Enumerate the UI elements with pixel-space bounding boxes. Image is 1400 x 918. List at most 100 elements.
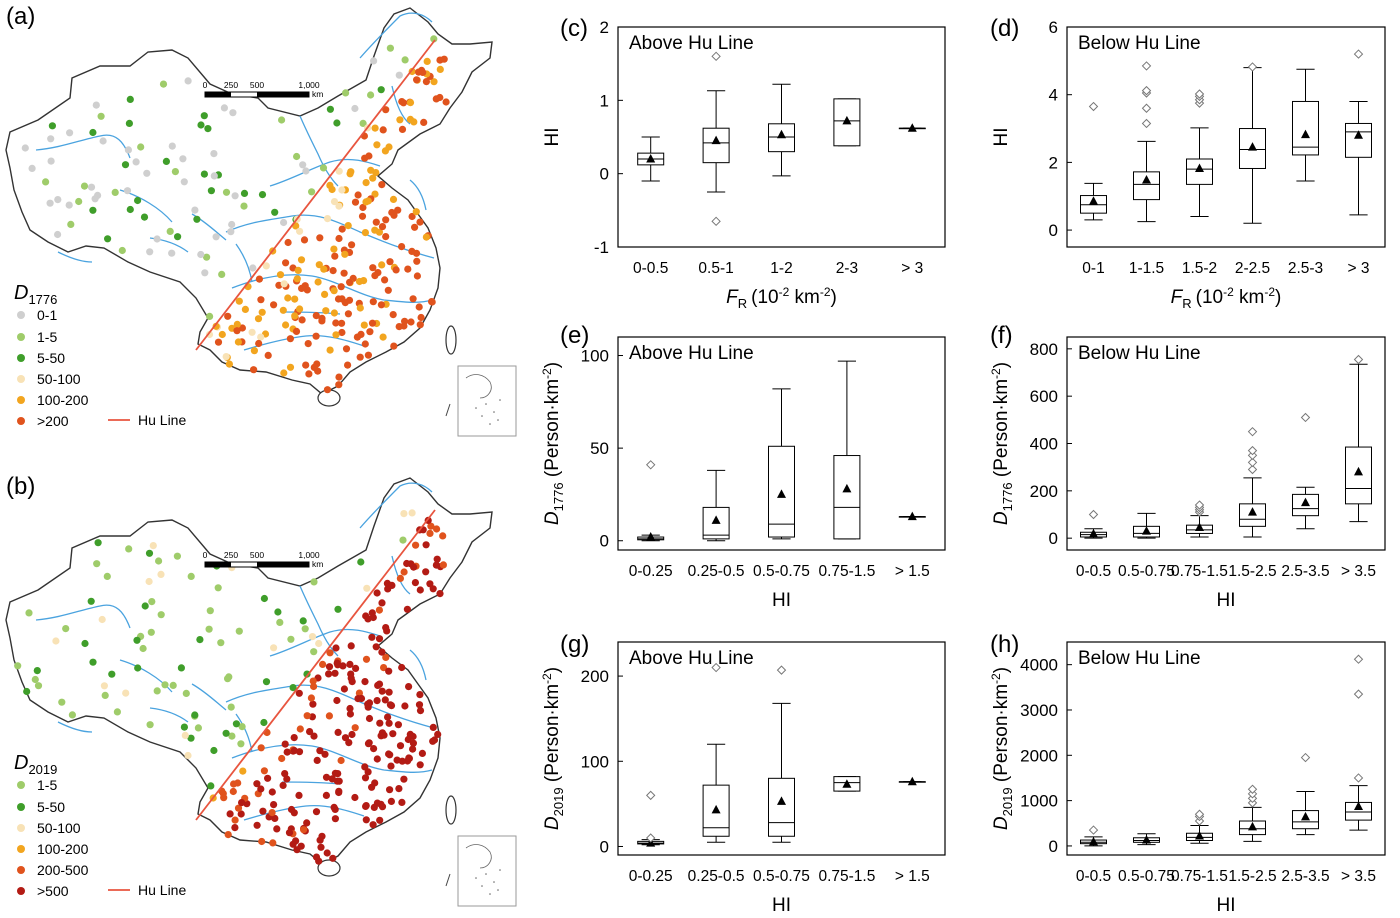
station-point <box>355 689 363 697</box>
station-point <box>238 324 246 332</box>
legend-swatch <box>17 866 25 874</box>
scale-bar-label: 1,000 <box>298 80 320 90</box>
station-point <box>433 525 441 533</box>
mean-marker <box>1301 497 1310 507</box>
outlier-point <box>1088 101 1099 112</box>
station-point <box>197 250 205 259</box>
station-point <box>294 266 302 274</box>
station-point <box>93 560 101 568</box>
station-point <box>249 264 257 272</box>
legend-swatch <box>17 803 25 811</box>
station-point <box>280 218 288 227</box>
station-point <box>351 793 359 802</box>
y-axis-close: ) <box>542 667 563 673</box>
station-point <box>373 755 381 763</box>
station-point <box>222 353 230 361</box>
station-point <box>248 328 256 336</box>
station-point <box>298 284 306 292</box>
x-tick-label: > 3.5 <box>1341 563 1376 580</box>
inset-coast <box>465 374 492 399</box>
y-axis-label: D1776 (Person·km-2) <box>989 362 1015 525</box>
station-point <box>182 689 190 697</box>
station-point <box>309 700 317 708</box>
station-point <box>148 598 156 606</box>
station-point <box>210 172 218 180</box>
station-point <box>282 321 290 329</box>
y-axis-label: D2019 (Person·km-2) <box>540 667 566 830</box>
outlier-point <box>711 51 721 62</box>
station-point <box>220 104 228 112</box>
station-point <box>258 308 266 316</box>
y-tick-label: 100 <box>581 752 609 771</box>
boxplot-f: (f) Below Hu Line 0 200 400 600 800 0-0.5 0.5-0.… <box>989 322 1386 611</box>
mean-marker <box>1354 466 1363 476</box>
outlier-point <box>1247 450 1258 461</box>
station-point <box>370 57 378 65</box>
taiwan-island <box>445 325 457 355</box>
station-point <box>271 814 279 822</box>
station-point <box>137 143 145 151</box>
x-tick-label: 0.5-0.75 <box>1118 563 1175 580</box>
station-point <box>304 340 312 348</box>
station-point <box>14 662 22 670</box>
station-point <box>347 674 355 682</box>
station-point <box>426 529 434 537</box>
station-point <box>201 269 209 277</box>
river-12 <box>119 659 173 693</box>
station-point <box>417 313 425 322</box>
station-point <box>420 118 428 126</box>
y-tick-label: 200 <box>581 667 609 686</box>
iqr-box <box>768 777 795 837</box>
inset-island-1 <box>493 411 495 413</box>
station-point <box>416 321 424 329</box>
station-point <box>212 322 220 330</box>
x-axis-subscript: R <box>738 296 747 311</box>
station-point <box>361 229 369 237</box>
y-axis-exponent: -2 <box>989 673 1003 684</box>
x-tick-label: 0-0.5 <box>633 260 668 277</box>
station-point <box>310 732 318 740</box>
station-point <box>375 635 384 643</box>
station-point <box>58 698 66 706</box>
station-point <box>378 648 386 656</box>
station-point <box>46 199 54 207</box>
station-point <box>205 625 213 633</box>
station-point <box>108 670 116 678</box>
station-point <box>408 212 416 221</box>
station-point <box>329 267 337 275</box>
legend-item-label: 1-5 <box>37 777 57 793</box>
station-point <box>334 605 342 613</box>
station-point <box>157 611 165 619</box>
outlier-point <box>1247 62 1258 72</box>
station-point <box>316 836 324 844</box>
x-tick-label: 2-2.5 <box>1235 260 1270 277</box>
station-point <box>378 261 386 269</box>
station-point <box>227 703 235 711</box>
station-point <box>258 837 266 846</box>
station-point <box>47 157 55 165</box>
station-point <box>346 170 354 178</box>
station-point <box>237 810 245 818</box>
station-point <box>145 577 153 586</box>
inset-island-4 <box>481 885 483 887</box>
x-axis-symbol: F <box>726 287 739 308</box>
y-axis-unit: (Person·km <box>542 379 563 482</box>
station-point <box>360 321 368 329</box>
scale-bar-label: 500 <box>250 80 264 90</box>
station-point <box>344 222 352 230</box>
y-axis-unit: (Person·km <box>991 684 1012 787</box>
station-point <box>370 745 378 753</box>
y-axis-exponent: -2 <box>989 368 1003 379</box>
x-axis-label: FR (10-2 km-2) <box>726 285 837 311</box>
station-point <box>253 821 261 829</box>
station-point <box>337 283 345 291</box>
station-point <box>398 798 406 806</box>
station-point <box>334 661 342 669</box>
outlier-point <box>1194 809 1205 819</box>
station-point <box>214 584 222 592</box>
station-point <box>409 745 417 753</box>
station-point <box>310 648 318 656</box>
inset-island-4 <box>481 415 483 417</box>
mean-marker <box>711 804 721 814</box>
station-point <box>341 250 349 258</box>
